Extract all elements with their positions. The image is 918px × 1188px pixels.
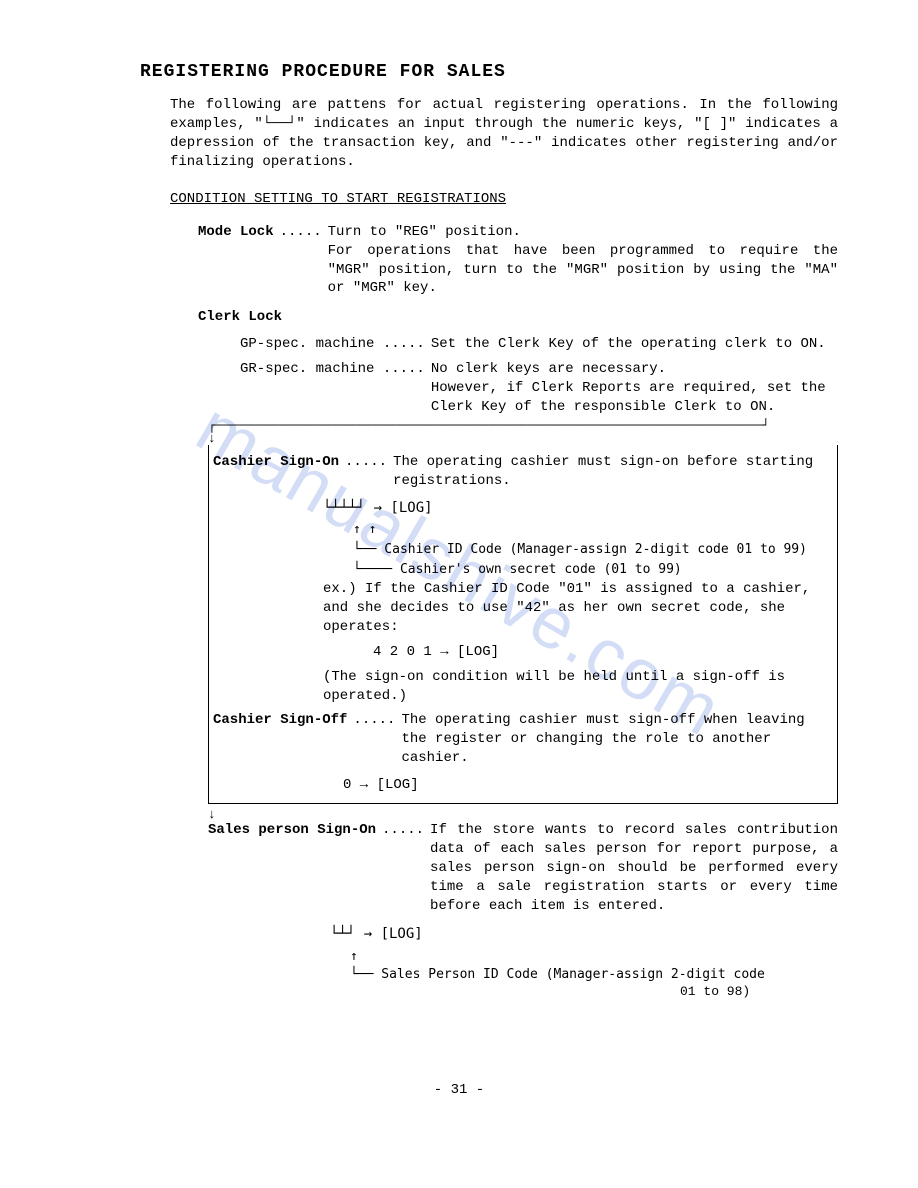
clerk-lock-label: Clerk Lock [198,308,878,327]
sales-signon-label: Sales person Sign-On [208,821,376,915]
cashier-signon-held-note: (The sign-on condition will be held unti… [323,668,833,706]
cashier-example-seq: 4 2 0 1 → [LOG] [373,643,833,662]
cashier-signoff-label: Cashier Sign-Off [213,711,347,768]
section-heading: CONDITION SETTING TO START REGISTRATIONS [170,190,878,209]
sales-id-note-cont: 01 to 98) [680,983,878,1001]
dots: ..... [382,821,424,915]
cashier-signon-label: Cashier Sign-On [213,453,339,491]
intro-paragraph: The following are pattens for actual reg… [170,96,838,172]
sales-id-note: └── Sales Person ID Code (Manager-assign… [350,966,878,984]
sales-arrow-pointer: ↑ [350,948,878,966]
cashier-signon-body: The operating cashier must sign-on befor… [393,453,833,491]
cashier-example-text: ex.) If the Cashier ID Code "01" is assi… [323,580,823,637]
flow-arrow-bottom: ↓ [208,808,878,821]
gr-spec-body: No clerk keys are necessary. However, if… [431,360,838,417]
gr-spec-row: GR-spec. machine ..... No clerk keys are… [240,360,838,417]
flow-arrow-top: ┌───────────────────────────────────────… [208,419,878,432]
cashier-signon-key-seq: └┴┴┴┘ → [LOG] [323,499,833,518]
cashier-signoff-seq: 0 → [LOG] [343,776,833,795]
cashier-signon-row: Cashier Sign-On ..... The operating cash… [213,453,833,491]
dots: ..... [345,453,387,491]
dots: ..... [353,711,395,768]
gr-spec-label: GR-spec. machine ..... [240,360,425,417]
page-title: REGISTERING PROCEDURE FOR SALES [140,60,878,84]
arrow-pointers: ↑ ↑ [353,521,833,539]
sales-signon-body: If the store wants to record sales contr… [430,821,838,915]
cashier-signoff-row: Cashier Sign-Off ..... The operating cas… [213,711,833,768]
cashier-secret-note: └──── Cashier's own secret code (01 to 9… [353,561,833,579]
dots: ..... [280,223,322,299]
sales-signon-row: Sales person Sign-On ..... If the store … [208,821,838,915]
cashier-flow-box: Cashier Sign-On ..... The operating cash… [208,445,838,804]
gp-spec-body: Set the Clerk Key of the operating clerk… [431,335,838,354]
gp-spec-label: GP-spec. machine ..... [240,335,425,354]
gp-spec-row: GP-spec. machine ..... Set the Clerk Key… [240,335,838,354]
mode-lock-body: Turn to "REG" position. For operations t… [328,223,838,299]
mode-lock-label: Mode Lock [198,223,274,299]
sales-signon-key-seq: └┴┘ → [LOG] [330,925,878,944]
mode-lock-row: Mode Lock ..... Turn to "REG" position. … [198,223,838,299]
page-content: REGISTERING PROCEDURE FOR SALES The foll… [40,60,878,1100]
flow-arrow-down-icon: ↓ [208,432,878,445]
cashier-id-note: └── Cashier ID Code (Manager-assign 2-di… [353,541,833,559]
page-number: - 31 - [40,1081,878,1100]
cashier-signoff-body: The operating cashier must sign-off when… [401,711,833,768]
